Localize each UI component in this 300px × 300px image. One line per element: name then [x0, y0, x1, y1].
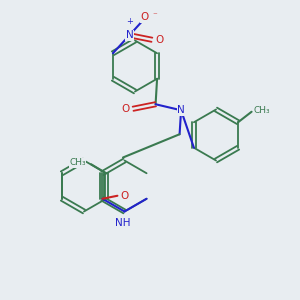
Text: O: O [121, 191, 129, 201]
Text: N: N [177, 105, 185, 115]
Text: N: N [125, 30, 133, 40]
Text: O: O [140, 12, 148, 22]
Text: O: O [122, 104, 130, 114]
Text: ⁻: ⁻ [152, 11, 157, 20]
Text: CH₃: CH₃ [69, 158, 86, 167]
Text: +: + [126, 17, 133, 26]
Text: NH: NH [115, 218, 131, 229]
Text: CH₃: CH₃ [254, 106, 270, 115]
Text: O: O [155, 35, 164, 45]
